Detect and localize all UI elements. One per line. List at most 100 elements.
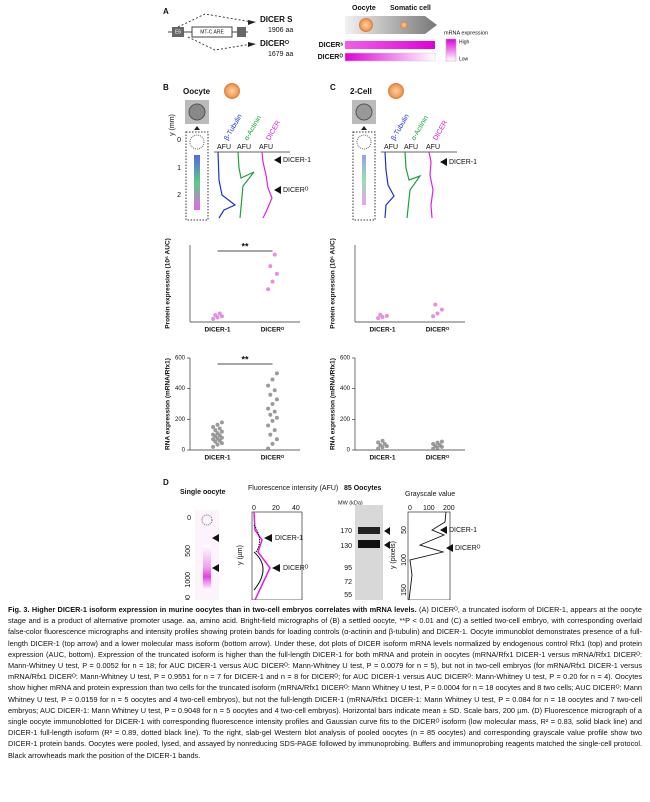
data-point: [266, 423, 271, 428]
exon-box: [237, 27, 246, 37]
unit-label: AFU: [426, 144, 440, 151]
y-tick-label: 200: [340, 417, 351, 423]
y-label: y (pixels): [390, 541, 397, 569]
data-point: [213, 428, 218, 433]
data-point: [433, 302, 438, 307]
panel-title: Single oocyte: [180, 489, 226, 496]
stage-icon: [388, 83, 404, 99]
bar-label: DICERˢ: [319, 42, 344, 49]
intensity-profile: [253, 511, 271, 601]
data-point: [272, 252, 277, 257]
data-point: [376, 440, 381, 445]
y-tick: 150: [401, 584, 408, 596]
axis-label: y (mm): [169, 114, 176, 136]
mw-tick: 170: [340, 528, 352, 535]
expression-bar: [345, 41, 435, 49]
data-point: [215, 422, 220, 427]
data-point: [270, 377, 275, 382]
x-tick-label: DICER-1: [369, 455, 395, 462]
data-point: [435, 440, 440, 445]
arrowheads: [248, 20, 256, 47]
channel-label: DICER: [265, 120, 282, 142]
channel-label: α-Actinin: [410, 115, 430, 142]
unit-label: AFU: [384, 144, 398, 151]
data-point: [274, 271, 279, 276]
isoform-length: 1906 aa: [268, 27, 293, 34]
isoform-label: DICERᴼ: [260, 39, 289, 48]
arrow: [194, 126, 200, 130]
channel-label: α-Actinin: [243, 115, 263, 142]
band-label: DICER-1: [275, 535, 303, 542]
data-point: [431, 441, 436, 446]
x-tick: 0: [252, 505, 256, 512]
band-label: DICERᴼ: [283, 187, 309, 194]
y-tick-label: 200: [175, 417, 186, 423]
x-tick-label: DICER-1: [204, 455, 230, 462]
data-point: [266, 383, 271, 388]
data-point: [217, 426, 222, 431]
unit-label: AFU: [259, 144, 273, 151]
channel-label: DICER: [432, 120, 449, 142]
profile-frame: [251, 511, 303, 601]
arrowheads: [384, 527, 390, 549]
data-point: [431, 314, 436, 319]
channel-label: β-Tubulin: [390, 113, 411, 142]
y-tick-label: 400: [175, 386, 186, 392]
data-point: [211, 432, 216, 437]
panel-title: 85 Oocytes: [344, 485, 381, 492]
expression-bar: [344, 52, 436, 62]
isoform-label: DICER S: [260, 15, 293, 24]
data-point: [211, 425, 216, 429]
legend-high: High: [459, 39, 470, 45]
legend-low: Low: [459, 56, 469, 62]
fit-dicero: [253, 551, 264, 591]
promoter-label: MT-C ARE: [200, 29, 224, 35]
caption-body: (A) DICERᴼ, a truncated isoform of DICER…: [8, 605, 643, 760]
arrowhead: [274, 186, 281, 194]
band-label: DICERᴼ: [283, 565, 309, 572]
cell-outline: [201, 514, 213, 526]
mw-tick: 72: [344, 579, 352, 586]
data-point: [213, 313, 218, 318]
band-label: DICER-1: [283, 157, 311, 164]
data-point: [270, 441, 275, 446]
fluorescence-streak: [194, 155, 200, 210]
stage-label: Oocyte: [183, 87, 211, 96]
embryo-image: [355, 103, 373, 121]
band-label: DICER-1: [449, 527, 477, 534]
blot-band: [358, 527, 380, 534]
exon-box: [172, 27, 184, 37]
y-tick: 500: [185, 545, 192, 557]
data-point: [274, 371, 279, 376]
data-point: [219, 314, 224, 319]
profile-actinin: [404, 151, 422, 219]
band-label: DICERᴼ: [455, 545, 481, 552]
arrowheads: [212, 534, 219, 572]
bar-label: DICERᴼ: [318, 54, 344, 61]
y-axis-label: Protein expression (10⁶ AUC): [165, 238, 172, 329]
data-point: [219, 420, 224, 425]
x-tick: 100: [423, 505, 435, 512]
mw-tick: 130: [340, 543, 352, 550]
profile-tubulin: [384, 151, 395, 219]
data-point: [384, 313, 389, 318]
cell-outline: [356, 134, 372, 150]
profile-dicer: [428, 151, 434, 219]
data-point: [274, 397, 279, 402]
cell-icon: [400, 21, 408, 29]
data-point: [211, 444, 216, 449]
data-point: [270, 402, 275, 406]
x-tick-label: DICERᴼ: [426, 455, 450, 462]
data-point: [270, 279, 275, 284]
data-point: [211, 316, 216, 321]
unit-label: AFU: [404, 144, 418, 151]
data-point: [431, 446, 436, 451]
panel-label: B: [163, 83, 169, 92]
arrowheads: [440, 526, 453, 552]
unit-label: AFU: [217, 144, 231, 151]
data-point: [211, 437, 216, 442]
data-point: [215, 442, 220, 447]
lane-box: [352, 131, 376, 221]
data-point: [268, 412, 273, 417]
cell-outline: [189, 134, 205, 150]
